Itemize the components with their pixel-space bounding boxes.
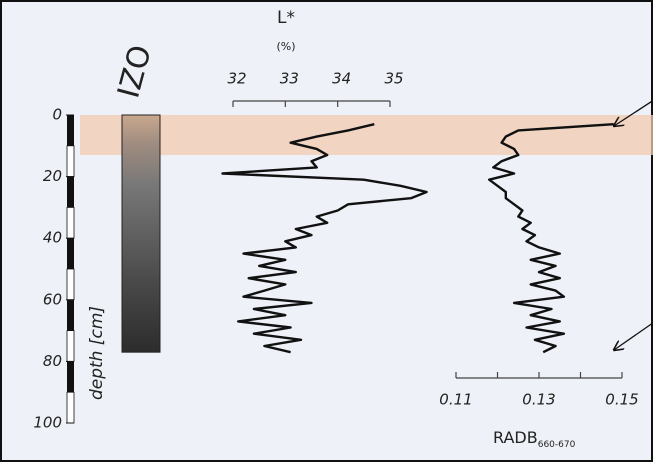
- y-axis-label: depth [cm]: [87, 306, 107, 400]
- scale-segment: [67, 361, 74, 393]
- scale-segment: [66, 391, 75, 424]
- x-axis-label-main: RADB: [493, 428, 538, 447]
- scale-segment: [66, 268, 75, 301]
- x-axis-label: RADB660-670: [493, 428, 576, 450]
- x-tick-label: 33: [280, 70, 299, 88]
- x-tick-label: 0.11: [439, 391, 472, 409]
- highlight-band: [80, 115, 653, 156]
- scale-segment: [66, 330, 75, 362]
- x-tick-label: 34: [332, 70, 351, 88]
- y-tick-label: 60: [43, 290, 62, 308]
- x-tick-label: 0.13: [522, 391, 555, 409]
- core: [121, 114, 161, 353]
- y-tick-label: 80: [43, 352, 62, 370]
- scale-segment: [67, 115, 74, 146]
- y-tick-label: 40: [43, 229, 62, 247]
- x-tick-label: 35: [384, 70, 403, 88]
- y-tick-label: 0: [52, 106, 62, 124]
- x-axis-label-sub: 660-670: [538, 440, 576, 450]
- y-tick-label: 100: [33, 414, 62, 432]
- y-tick-label: 20: [43, 167, 62, 185]
- profile-line: [221, 123, 428, 354]
- scale-segment: [66, 206, 75, 239]
- x-tick-label: 0.15: [605, 391, 638, 409]
- arrow: [614, 322, 653, 350]
- scale-segment: [67, 299, 74, 331]
- x-axis-label: L*: [277, 8, 295, 28]
- x-tick-label: 32: [227, 70, 246, 88]
- profile-line: [488, 123, 614, 354]
- scale-segment: [67, 176, 74, 208]
- arrow: [614, 99, 653, 126]
- scale-segment: [66, 145, 75, 178]
- scale-segment: [67, 238, 74, 269]
- x-axis-unit: (%): [276, 40, 295, 53]
